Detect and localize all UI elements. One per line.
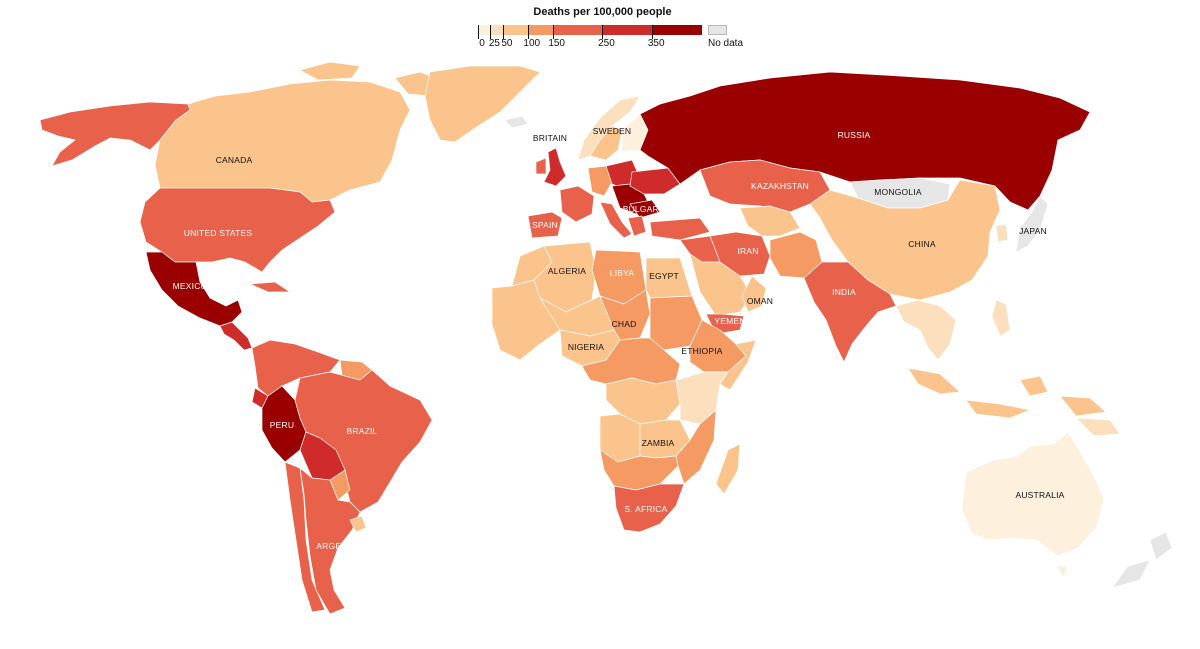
- country-southeast-asia: [895, 299, 957, 361]
- country-iceland: [504, 115, 529, 129]
- label-britain: BRITAIN: [533, 133, 567, 143]
- country-indonesia: [907, 367, 1107, 419]
- legend-tick-label-5: 250: [598, 38, 615, 49]
- label-australia: AUSTRALIA: [1015, 490, 1064, 500]
- country-britain: [543, 147, 567, 187]
- label-chad: CHAD: [612, 319, 637, 329]
- country-greece: [627, 215, 647, 237]
- country-spain: [527, 211, 563, 239]
- legend-swatch-5: [602, 25, 653, 35]
- legend-no-data-label: No data: [708, 38, 744, 49]
- label-brazil: BRAZIL: [347, 426, 378, 436]
- country-oman: [741, 275, 767, 313]
- country-tasmania: [1055, 565, 1069, 579]
- label-egypt: EGYPT: [649, 271, 679, 281]
- label-canada: CANADA: [216, 155, 253, 165]
- legend-tick-1: [490, 25, 492, 39]
- country-new-zealand: [1111, 531, 1173, 589]
- label-iran: IRAN: [737, 246, 758, 256]
- country-somalia: [719, 339, 757, 391]
- legend-tick-5: [602, 25, 604, 39]
- label-peru: PERU: [270, 420, 294, 430]
- label-russia: RUSSIA: [838, 130, 871, 140]
- legend-tick-label-4: 150: [548, 38, 565, 49]
- country-greenland: [424, 65, 541, 143]
- country-ireland: [535, 157, 547, 175]
- country-argentina: [299, 467, 361, 615]
- country-kenya-tanzania: [675, 371, 729, 425]
- legend-swatch-1: [490, 25, 503, 35]
- country-congo: [605, 377, 681, 425]
- country-turkey: [649, 217, 711, 241]
- legend-tick-label-6: 350: [647, 38, 665, 49]
- label-sweden: SWEDEN: [593, 126, 632, 136]
- label-yemen: YEMEN: [714, 316, 745, 326]
- legend-title: Deaths per 100,000 people: [533, 6, 672, 18]
- label-ethiopia: ETHIOPIA: [681, 346, 722, 356]
- legend-tick-label-2: 50: [501, 38, 513, 49]
- country-france: [559, 185, 595, 223]
- country-south-africa: [613, 483, 685, 533]
- country-germany: [587, 165, 613, 197]
- legend-swatch-3: [527, 25, 553, 35]
- label-mongolia: MONGOLIA: [874, 187, 922, 197]
- legend-swatch-0: [478, 25, 491, 35]
- country-korea: [995, 223, 1009, 243]
- label-argentina: ARGENTINA: [316, 541, 368, 551]
- label-oman: OMAN: [747, 296, 773, 306]
- country-iraq-syria: [679, 235, 721, 263]
- label-libya: LIBYA: [610, 268, 635, 278]
- legend-tick-2: [502, 25, 504, 39]
- country-japan: [1015, 195, 1049, 253]
- label-bulgaria: BULGARIA: [623, 204, 668, 214]
- country-central-america: [219, 321, 253, 351]
- country-canada: [154, 79, 411, 203]
- label-china: CHINA: [908, 239, 936, 249]
- legend-swatch-4: [552, 25, 603, 35]
- legend-swatch-6: [652, 25, 702, 35]
- country-russia: [639, 71, 1091, 211]
- legend-tick-0: [478, 25, 479, 39]
- legend-tick-label-1: 25: [488, 38, 500, 49]
- legend: Deaths per 100,000 people No data 0 25 50 1…: [470, 4, 750, 50]
- country-cuba: [249, 281, 291, 293]
- label-s-africa: S. AFRICA: [625, 504, 668, 514]
- legend-no-data-swatch: [708, 25, 727, 35]
- country-uruguay: [349, 515, 367, 533]
- label-japan: JAPAN: [1019, 226, 1047, 236]
- country-namibia-botswana: [599, 449, 679, 491]
- label-kazakhstan: KAZAKHSTAN: [751, 181, 809, 191]
- country-papua-new-guinea: [1075, 417, 1121, 437]
- legend-tick-4: [552, 25, 554, 39]
- country-chile: [284, 461, 326, 613]
- country-mexico: [145, 251, 243, 327]
- country-india: [803, 261, 897, 363]
- label-algeria: ALGERIA: [548, 266, 586, 276]
- label-mexico: MEXICO: [173, 281, 208, 291]
- label-zambia: ZAMBIA: [642, 438, 675, 448]
- legend-tick-6: [652, 25, 654, 39]
- label-united-states: UNITED STATES: [184, 228, 253, 238]
- legend-tick-label-0: 0: [479, 38, 485, 49]
- country-madagascar: [715, 443, 741, 495]
- country-philippines: [991, 299, 1011, 337]
- country-central-asia: [739, 205, 801, 237]
- country-italy: [599, 201, 633, 239]
- label-india: INDIA: [832, 287, 856, 297]
- country-united-states: [139, 187, 336, 273]
- country-sudan: [649, 295, 703, 351]
- legend-swatch-2: [502, 25, 528, 35]
- legend-tick-label-3: 100: [523, 38, 541, 49]
- country-alaska: [39, 101, 191, 167]
- legend-tick-3: [527, 25, 529, 39]
- country-australia: [961, 431, 1105, 557]
- label-nigeria: NIGERIA: [568, 342, 604, 352]
- country-bulgaria: [629, 199, 661, 219]
- label-spain: SPAIN: [532, 220, 558, 230]
- country-china: [809, 179, 1001, 301]
